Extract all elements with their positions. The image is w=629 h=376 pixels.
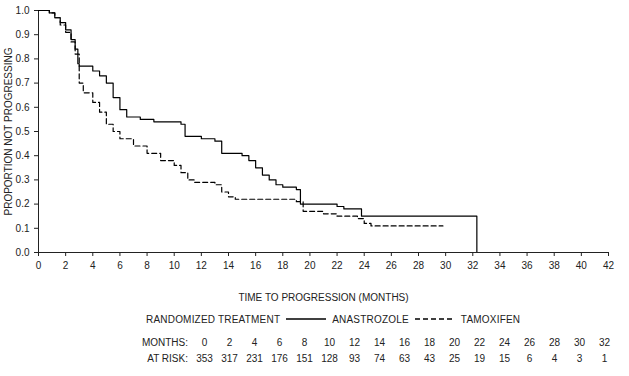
svg-text:2: 2 bbox=[63, 260, 69, 271]
svg-text:24: 24 bbox=[359, 260, 371, 271]
html-text:32: 32 bbox=[598, 336, 611, 348]
svg-text:36: 36 bbox=[522, 260, 534, 271]
svg-text:0.4: 0.4 bbox=[16, 150, 30, 161]
html-text:12: 12 bbox=[348, 336, 361, 348]
html-text:93: 93 bbox=[348, 352, 361, 364]
svg-text:14: 14 bbox=[223, 260, 235, 271]
svg-text:0.7: 0.7 bbox=[16, 77, 30, 88]
html-text:6: 6 bbox=[526, 352, 533, 364]
svg-text:38: 38 bbox=[549, 260, 561, 271]
html-text:4: 4 bbox=[251, 336, 258, 348]
html-text:43: 43 bbox=[423, 352, 436, 364]
html-text:16: 16 bbox=[398, 336, 411, 348]
svg-text:0.5: 0.5 bbox=[16, 126, 30, 137]
svg-text:PROPORTION NOT PROGRESSING: PROPORTION NOT PROGRESSING bbox=[3, 47, 14, 215]
svg-text:0.2: 0.2 bbox=[16, 198, 30, 209]
svg-text:22: 22 bbox=[332, 260, 344, 271]
html-text:151: 151 bbox=[296, 352, 313, 364]
html-text:2: 2 bbox=[226, 336, 233, 348]
svg-text:0.6: 0.6 bbox=[16, 102, 30, 113]
html-text:MONTHS:: MONTHS: bbox=[141, 336, 188, 348]
svg-text:34: 34 bbox=[494, 260, 506, 271]
svg-text:0.3: 0.3 bbox=[16, 174, 30, 185]
html-text:3: 3 bbox=[576, 352, 583, 364]
html-text:TAMOXIFEN: TAMOXIFEN bbox=[460, 313, 521, 325]
svg-text:10: 10 bbox=[169, 260, 181, 271]
html-text:4: 4 bbox=[551, 352, 558, 364]
svg-text:6: 6 bbox=[117, 260, 123, 271]
html-text:26: 26 bbox=[523, 336, 536, 348]
html-text:20: 20 bbox=[448, 336, 461, 348]
html-text:22: 22 bbox=[473, 336, 486, 348]
html-text:28: 28 bbox=[548, 336, 561, 348]
html-text:RANDOMIZED TREATMENT: RANDOMIZED TREATMENT bbox=[146, 313, 281, 325]
svg-text:0.9: 0.9 bbox=[16, 29, 30, 40]
html-text:10: 10 bbox=[323, 336, 336, 348]
html-text:24: 24 bbox=[498, 336, 511, 348]
html-text:0: 0 bbox=[201, 336, 208, 348]
svg-text:TIME TO PROGRESSION (MONTHS): TIME TO PROGRESSION (MONTHS) bbox=[238, 292, 408, 303]
html-text:176: 176 bbox=[271, 352, 288, 364]
html-text:14: 14 bbox=[373, 336, 386, 348]
html-text:8: 8 bbox=[301, 336, 308, 348]
svg-text:28: 28 bbox=[413, 260, 425, 271]
html-text:18: 18 bbox=[423, 336, 436, 348]
html-text:353: 353 bbox=[196, 352, 213, 364]
html-text:15: 15 bbox=[498, 352, 511, 364]
html-text:317: 317 bbox=[221, 352, 238, 364]
svg-text:18: 18 bbox=[277, 260, 289, 271]
svg-text:0.8: 0.8 bbox=[16, 53, 30, 64]
html-text:19: 19 bbox=[473, 352, 486, 364]
svg-text:0.1: 0.1 bbox=[16, 223, 30, 234]
html-text:231: 231 bbox=[246, 352, 263, 364]
svg-text:40: 40 bbox=[576, 260, 588, 271]
html-text:ANASTROZOLE: ANASTROZOLE bbox=[332, 313, 409, 325]
svg-text:20: 20 bbox=[304, 260, 316, 271]
html-text:128: 128 bbox=[321, 352, 338, 364]
svg-text:26: 26 bbox=[386, 260, 398, 271]
svg-text:8: 8 bbox=[144, 260, 150, 271]
svg-text:0.0: 0.0 bbox=[16, 247, 30, 258]
svg-text:16: 16 bbox=[250, 260, 262, 271]
svg-text:12: 12 bbox=[196, 260, 208, 271]
html-text:30: 30 bbox=[573, 336, 586, 348]
html-text:74: 74 bbox=[373, 352, 386, 364]
svg-text:42: 42 bbox=[603, 260, 615, 271]
svg-text:30: 30 bbox=[440, 260, 452, 271]
html-text:1: 1 bbox=[601, 352, 608, 364]
svg-text:4: 4 bbox=[90, 260, 96, 271]
svg-text:0: 0 bbox=[36, 260, 42, 271]
html-text:25: 25 bbox=[448, 352, 461, 364]
html-text:6: 6 bbox=[276, 336, 283, 348]
html-text:63: 63 bbox=[398, 352, 411, 364]
svg-text:1.0: 1.0 bbox=[16, 5, 30, 16]
html-text:AT RISK:: AT RISK: bbox=[147, 352, 188, 364]
svg-text:32: 32 bbox=[467, 260, 479, 271]
